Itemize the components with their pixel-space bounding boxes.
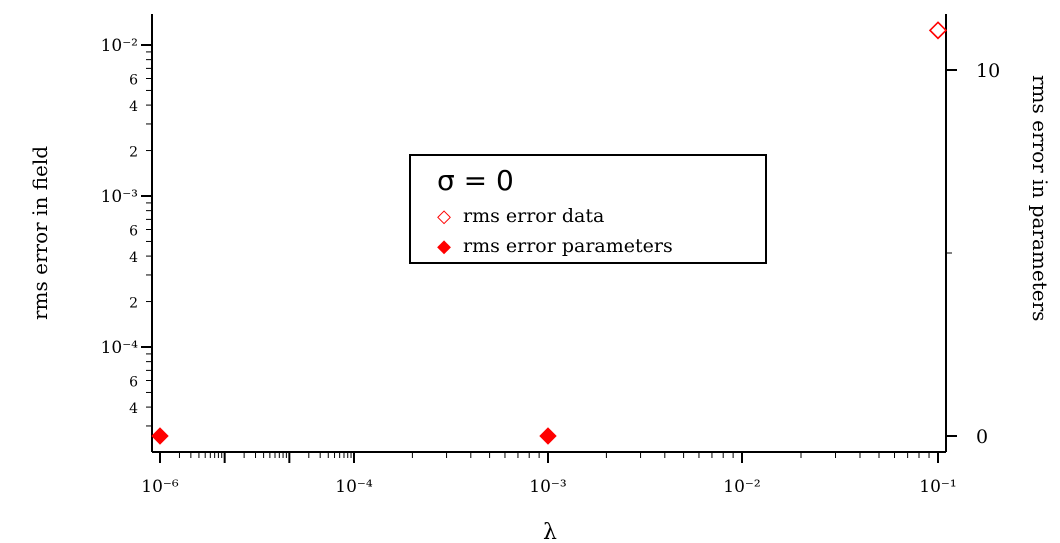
open-diamond-icon: ◇ [437,206,451,227]
filled-diamond-icon: ◆ [437,236,451,257]
x-tick-label: 10⁻⁴ [335,477,373,497]
y-right-tick-label: 0 [976,426,988,448]
y-left-tick-label: 6 [129,374,138,390]
y-left-tick-label: 10⁻⁴ [101,338,139,358]
legend-title: σ = 0 [437,164,514,197]
x-tick-label: 10⁻⁶ [141,477,179,497]
y-right-tick-label: 10 [976,60,1000,82]
y-left-tick-label: 2 [129,145,138,161]
y-left-tick-label: 4 [129,99,138,115]
right-axis-label: rms error in parameters [1028,75,1052,322]
filled-diamond-point [151,427,169,445]
data-marks [151,21,948,445]
x-axis-label: λ [543,520,557,543]
y-left-tick-label: 4 [129,401,138,417]
y-left-tick-label: 10⁻² [101,36,138,56]
x-tick-label: 10⁻³ [529,477,566,497]
y-left-tick-label: 2 [129,296,138,312]
left-axis-label: rms error in field [28,145,52,320]
x-tick-label: 10⁻¹ [919,477,956,497]
legend-entry-label: rms error parameters [463,235,673,257]
x-tick-label: 10⁻² [723,477,760,497]
y-left-tick-label: 6 [129,223,138,239]
y-left-tick-label: 10⁻³ [101,187,138,207]
open-diamond-point [928,21,948,40]
legend-entry-parameters: ◆ rms error parameters [435,235,673,257]
legend-entry-label: rms error data [463,205,605,227]
ticks: 10⁻⁶ 10⁻⁴ 10⁻³ 10⁻² 10⁻¹ λ 10⁻² 6 4 2 10⁻³ 6 4 2 10⁻⁴ 6… [101,36,1001,543]
y-left-tick-label: 4 [129,250,138,266]
legend: σ = 0 ◇ rms error data ◆ rms error paramet… [409,154,767,264]
y-left-tick-label: 6 [129,72,138,88]
legend-entry-data: ◇ rms error data [435,205,604,227]
filled-diamond-point [539,427,557,445]
